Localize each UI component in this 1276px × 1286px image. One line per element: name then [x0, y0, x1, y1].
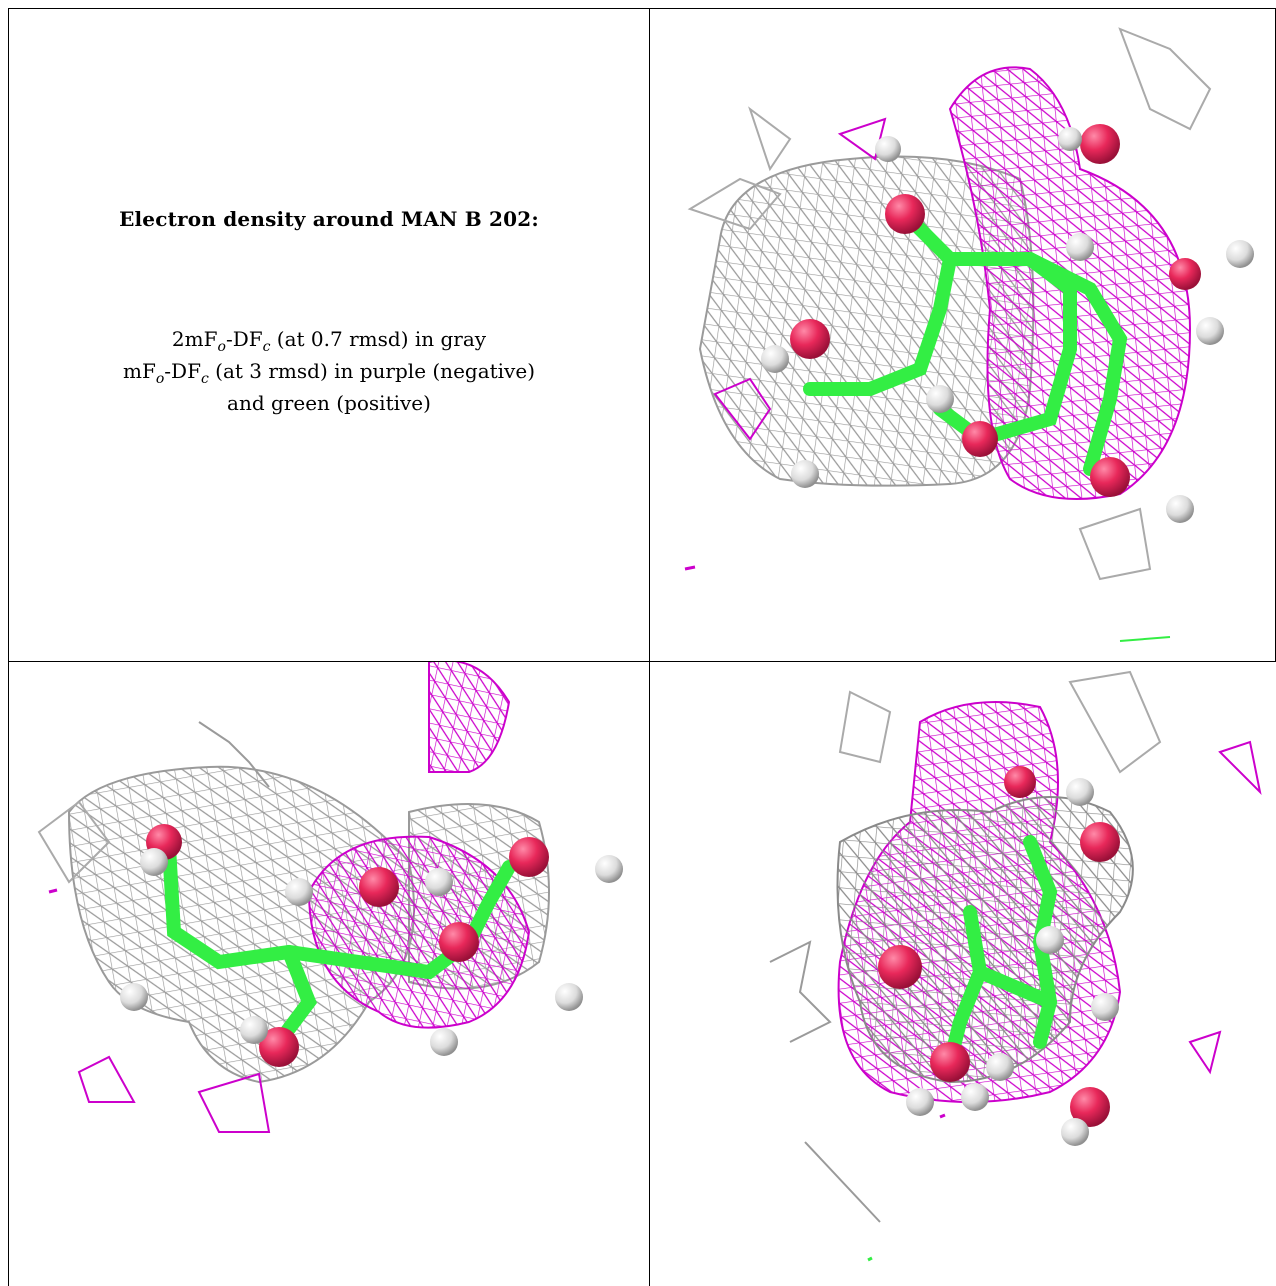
molecule-render-top-right [684, 27, 1254, 642]
panel-top-right [650, 9, 1275, 661]
caption-body: 2mFo-DFc (at 0.7 rmsd) in gray mFo-DFc (… [9, 325, 649, 418]
caption-cell: Electron density around MAN B 202: 2mFo-… [9, 9, 649, 661]
panel-bottom-left [9, 662, 649, 1286]
panel-bottom-right [650, 662, 1275, 1286]
table-border-top [8, 8, 1276, 9]
caption-line-3: and green (positive) [227, 391, 431, 415]
table-border-middle [8, 661, 1276, 662]
molecule-render-bottom-left [37, 662, 623, 1133]
table-border-left [8, 8, 9, 1286]
figure-table: Electron density around MAN B 202: 2mFo-… [8, 8, 1276, 1286]
molecule-render-bottom-right [769, 670, 1262, 1262]
table-border-center [649, 8, 650, 1286]
caption-line-1: 2mFo-DFc (at 0.7 rmsd) in gray [171, 327, 487, 355]
caption-line-2: mFo-DFc (at 3 rmsd) in purple (negative) [123, 359, 535, 387]
caption-title: Electron density around MAN B 202: [119, 207, 539, 231]
